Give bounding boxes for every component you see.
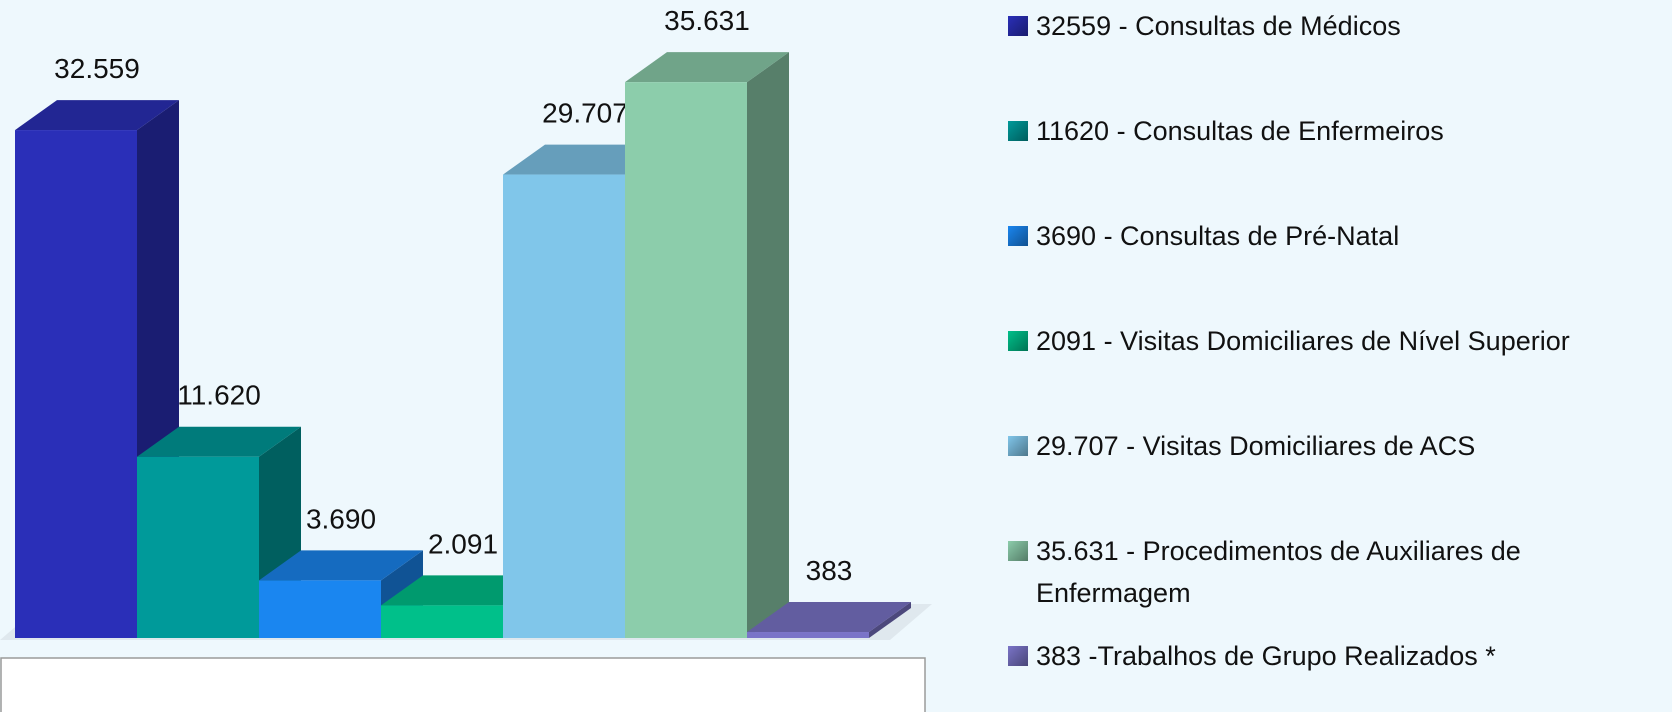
legend-label: 3690 - Consultas de Pré-Natal <box>1036 221 1400 251</box>
legend-label: 32559 - Consultas de Médicos <box>1036 11 1401 41</box>
legend-label: 35.631 - Procedimentos de Auxiliares de … <box>1036 536 1521 608</box>
bar-top <box>747 602 911 633</box>
bar-top <box>625 52 789 83</box>
legend-swatch <box>1008 436 1028 456</box>
legend-item: 11620 - Consultas de Enfermeiros <box>1008 110 1648 152</box>
value-label: 35.631 <box>664 5 750 36</box>
legend-swatch <box>1008 16 1028 36</box>
legend-swatch <box>1008 646 1028 666</box>
legend-swatch <box>1008 541 1028 561</box>
value-label: 11.620 <box>177 380 261 411</box>
legend-item: 3690 - Consultas de Pré-Natal <box>1008 215 1648 257</box>
bar-top <box>259 550 423 581</box>
bar <box>259 580 381 638</box>
bar <box>381 605 503 638</box>
legend-label: 383 -Trabalhos de Grupo Realizados * <box>1036 641 1496 671</box>
bar <box>503 174 625 638</box>
legend-item: 35.631 - Procedimentos de Auxiliares de … <box>1008 530 1648 614</box>
bar <box>625 82 747 639</box>
bar <box>15 130 137 639</box>
value-label: 32.559 <box>54 53 140 84</box>
legend-item: 29.707 - Visitas Domiciliares de ACS <box>1008 425 1648 467</box>
bar <box>747 632 869 638</box>
bar-top <box>15 100 179 131</box>
legend-label: 29.707 - Visitas Domiciliares de ACS <box>1036 431 1476 461</box>
bar <box>137 456 259 638</box>
legend-label: 11620 - Consultas de Enfermeiros <box>1036 116 1444 146</box>
value-label: 3.690 <box>306 503 376 534</box>
legend-label: 2091 - Visitas Domiciliares de Nível Sup… <box>1036 326 1570 356</box>
bar-side <box>869 602 911 638</box>
legend-swatch <box>1008 121 1028 141</box>
footer-box <box>0 657 926 712</box>
value-label: 383 <box>806 555 853 586</box>
legend-item: 2091 - Visitas Domiciliares de Nível Sup… <box>1008 320 1648 362</box>
legend-item: 383 -Trabalhos de Grupo Realizados * <box>1008 635 1648 677</box>
value-label: 29.707 <box>542 98 628 129</box>
legend-swatch <box>1008 331 1028 351</box>
value-label: 2.091 <box>428 528 498 559</box>
legend-swatch <box>1008 226 1028 246</box>
bar-side <box>747 52 789 639</box>
legend-item: 32559 - Consultas de Médicos <box>1008 5 1648 47</box>
bar-top <box>137 426 301 457</box>
